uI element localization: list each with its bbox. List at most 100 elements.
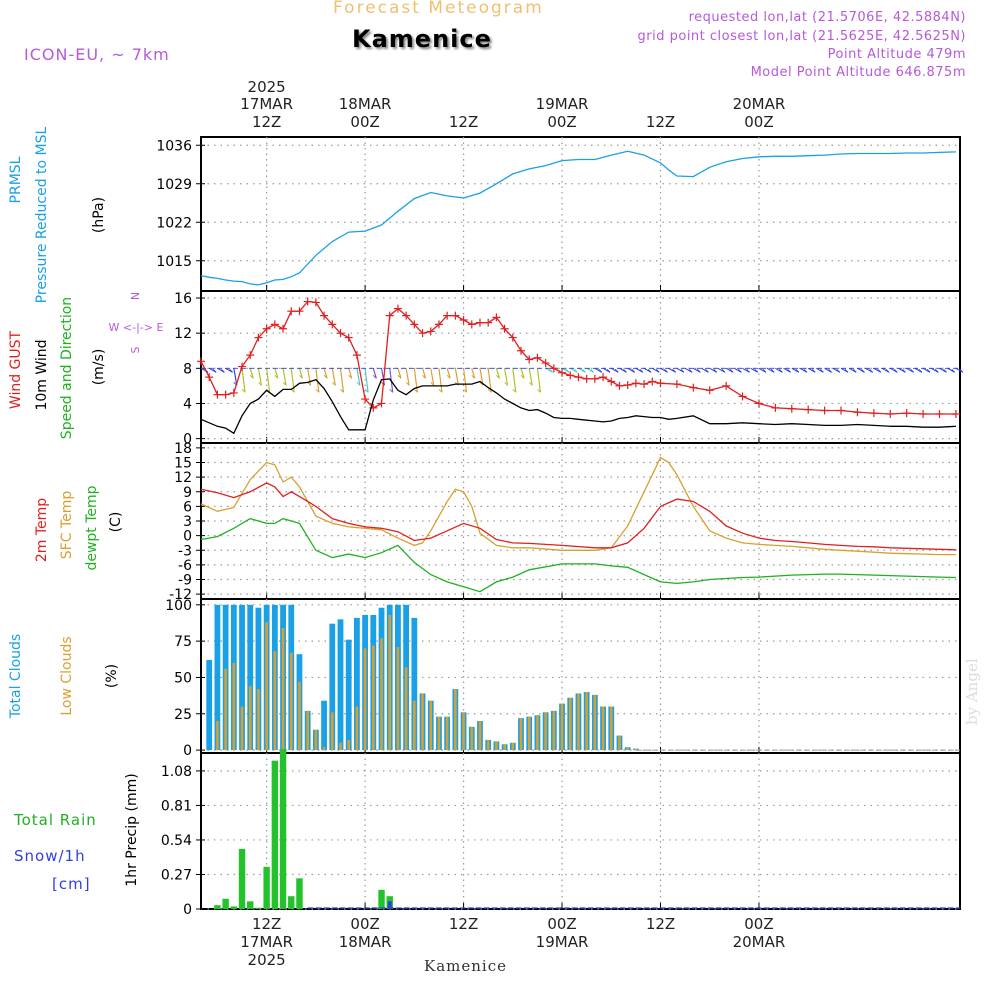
wind-barb-head [397, 374, 402, 379]
wind-barb-head [713, 368, 718, 373]
precip-ytick-label: 1.08 [161, 764, 192, 780]
wind-ytick-label: 8 [183, 361, 192, 377]
top-year-label: 2025 [248, 78, 286, 96]
compass-we: W <-|-> E [109, 321, 164, 334]
panels-layer: 10151022102910360481216-12-9-6-303691215… [8, 78, 964, 969]
low-cloud-bar [626, 747, 629, 751]
gust-marker [500, 324, 509, 333]
dewpt-line [200, 517, 956, 593]
low-cloud-bar [273, 651, 277, 751]
gust-marker [582, 374, 591, 383]
wind-barb-head [869, 368, 873, 373]
wind-barb-head [951, 368, 956, 373]
gust-marker [919, 410, 928, 419]
wind-barb-head [471, 374, 476, 379]
wind-barb-head [721, 368, 726, 373]
top-hour-label: 00Z [744, 113, 773, 131]
wind-barb [298, 368, 303, 379]
wind-barb-head [631, 368, 636, 373]
wind-barb-head [844, 368, 849, 373]
gust-marker [377, 399, 386, 408]
wind-barb-head [664, 368, 668, 373]
gust-marker [197, 357, 205, 366]
gust-marker [648, 377, 657, 386]
total-cloud-bar [247, 604, 254, 751]
wind-barb-head [364, 388, 369, 393]
gust-marker [631, 379, 640, 388]
gust-marker [467, 320, 476, 329]
pressure-unit: (hPa) [91, 197, 107, 233]
precip-label-3: [cm] [52, 875, 91, 893]
gust-marker [328, 320, 337, 329]
low-cloud-bar [240, 706, 244, 751]
top-hour-label: 12Z [646, 113, 675, 131]
total-cloud-bar [255, 607, 262, 751]
bottom-hour-label: 00Z [547, 915, 576, 933]
wind-barb [471, 368, 476, 379]
wind-barb [348, 368, 353, 379]
gust-marker [311, 298, 320, 307]
wind-barb-head [934, 368, 939, 373]
wind-barb-head [623, 368, 627, 373]
wind-barb-head [331, 381, 336, 386]
wind-barb-head [438, 388, 443, 393]
point-altitude: Point Altitude 479m [827, 47, 966, 62]
wind-barb-head [696, 368, 701, 373]
low-cloud-bar [536, 715, 539, 751]
temp-ytick-label: 15 [174, 456, 192, 472]
gust-marker [722, 381, 731, 390]
wind-barb [446, 368, 451, 379]
low-cloud-bar [224, 668, 227, 751]
gust-marker [279, 324, 288, 333]
temp-ytick-label: 18 [174, 441, 192, 457]
bottom-date-label: 17MAR [240, 933, 293, 951]
wind-barb [323, 368, 328, 379]
gust-marker [517, 346, 526, 355]
wind-barb [397, 368, 402, 379]
wind-barb [372, 368, 377, 379]
snow-bar [387, 901, 392, 909]
gust-marker [533, 353, 542, 362]
low-cloud-bar [478, 721, 482, 751]
wind-barb-head [249, 374, 254, 379]
pressure-label-1: PRMSL [8, 156, 24, 203]
temp-ytick-label: 6 [183, 499, 192, 515]
gust-marker [492, 313, 501, 322]
wind-barb-head [787, 368, 791, 373]
gust-marker [771, 403, 780, 412]
wind-barb [356, 368, 361, 386]
wind-frame [200, 290, 961, 444]
pressure-ytick-label: 1029 [156, 177, 192, 193]
wind-barb-head [803, 368, 808, 373]
gust-marker [303, 297, 312, 306]
gust-marker [402, 311, 411, 320]
total-cloud-bar [214, 604, 221, 751]
precip-label-2: Snow/1h [14, 847, 86, 865]
model-label: ICON-EU, ~ 7km [24, 45, 170, 64]
gust-marker [229, 388, 238, 397]
gust-marker [566, 371, 575, 380]
gust-marker [484, 318, 493, 327]
temp-label-2: SFC Temp [59, 491, 75, 560]
wind-ytick-label: 0 [183, 432, 192, 448]
bottom-hour-label: 12Z [449, 915, 478, 933]
sfc-temp-line [200, 456, 956, 556]
total-cloud-bar [239, 604, 245, 751]
wind-barb-head [446, 374, 451, 379]
wind-barb [257, 368, 262, 386]
wind-barb [504, 368, 509, 386]
wind-barb [463, 368, 468, 393]
gust-marker [418, 329, 427, 338]
wind-ytick-label: 16 [174, 291, 192, 307]
wind-barb-head [241, 388, 246, 393]
wind-barb-head [877, 368, 882, 373]
wind-barb [249, 368, 254, 379]
low-cloud-bar [380, 638, 383, 751]
total-cloud-bar [345, 639, 352, 751]
low-cloud-bar [339, 742, 342, 751]
gust-marker [385, 311, 394, 320]
bottom-hour-label: 12Z [252, 915, 281, 933]
wind-barb-head [212, 368, 217, 373]
rain-bar [247, 901, 254, 909]
wind-barb [315, 368, 320, 393]
